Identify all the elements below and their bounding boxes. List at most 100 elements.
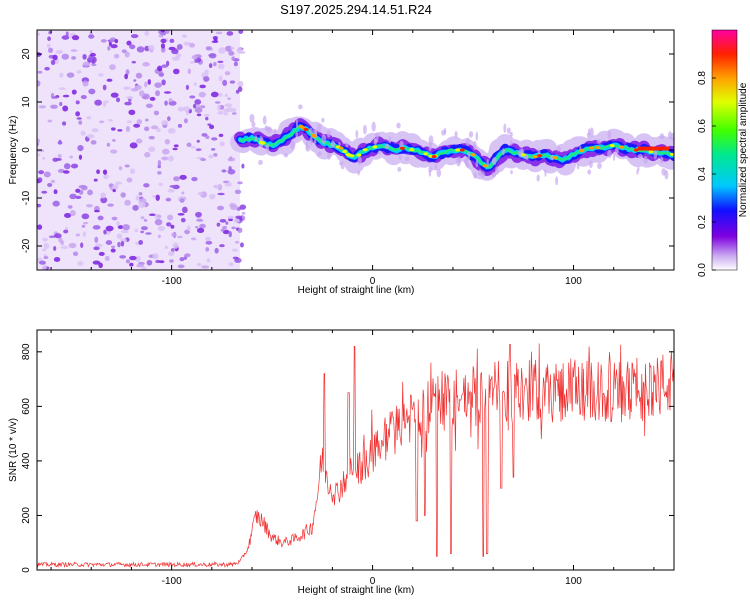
colorbar: 0.0 0.2 0.4 0.6 0.8 Normalized spectral ampl… <box>697 29 749 277</box>
colorbar-tick-label: 0.4 <box>697 167 708 181</box>
noise-speckle <box>75 111 81 117</box>
noise-speckle <box>223 108 229 114</box>
noise-speckle <box>191 176 198 182</box>
noise-speckle <box>62 121 67 126</box>
ridge-hotspot <box>520 153 526 157</box>
noise-speckle <box>221 169 227 173</box>
ridge-wisp <box>503 123 507 134</box>
spectrogram-noise-region <box>37 30 247 270</box>
noise-speckle <box>173 176 180 182</box>
noise-speckle <box>218 47 227 54</box>
ridge-hotspot <box>423 152 429 156</box>
noise-speckle <box>149 96 156 101</box>
noise-speckle <box>240 242 244 248</box>
noise-speckle <box>171 56 180 61</box>
noise-speckle <box>142 62 150 67</box>
noise-speckle <box>62 105 69 112</box>
noise-speckle <box>196 227 205 234</box>
noise-speckle <box>78 184 87 189</box>
ridge-wisp <box>465 137 471 147</box>
ridge-wisp <box>659 133 665 140</box>
noise-speckle <box>64 213 72 219</box>
noise-speckle <box>120 192 126 198</box>
ridge-wisp <box>637 153 643 160</box>
ridge-wisp <box>589 160 593 169</box>
noise-speckle <box>105 225 114 232</box>
ridge-hotspot <box>372 145 378 149</box>
noise-speckle <box>76 117 82 120</box>
ridge-wisp <box>295 131 299 137</box>
noise-speckle <box>38 170 45 175</box>
ridge-wisp <box>467 151 471 161</box>
noise-speckle <box>60 245 69 249</box>
y-tick-label: -10 <box>21 190 32 205</box>
noise-speckle <box>37 177 43 183</box>
noise-speckle <box>158 260 165 264</box>
noise-speckle <box>47 182 53 188</box>
snr-panel: -100 0 100 0 200 400 600 800 Height of straight… <box>8 329 675 596</box>
noise-speckle <box>165 30 170 34</box>
noise-speckle <box>37 203 42 208</box>
noise-speckle <box>143 183 150 188</box>
noise-speckle <box>196 113 202 117</box>
noise-speckle <box>208 63 213 69</box>
noise-speckle <box>217 192 225 196</box>
ridge-wisp <box>283 153 289 158</box>
x-tick-label: 100 <box>565 276 582 287</box>
noise-speckle <box>222 225 228 230</box>
noise-speckle <box>117 129 123 132</box>
noise-speckle <box>183 118 188 124</box>
noise-speckle <box>157 234 161 239</box>
noise-speckle <box>86 116 92 120</box>
noise-speckle <box>93 178 98 182</box>
noise-speckle <box>44 66 50 71</box>
noise-speckle <box>145 232 152 235</box>
noise-speckle <box>82 231 86 238</box>
noise-speckle <box>167 155 174 162</box>
ridge-wisp <box>456 157 461 167</box>
noise-speckle <box>103 229 107 235</box>
noise-speckle <box>211 137 218 141</box>
noise-speckle <box>42 237 48 242</box>
noise-speckle <box>218 133 224 138</box>
noise-speckle <box>235 89 240 94</box>
noise-speckle <box>51 96 59 99</box>
noise-speckle <box>155 90 161 97</box>
noise-speckle <box>81 213 90 220</box>
ridge-wisp <box>536 174 540 182</box>
noise-speckle <box>173 144 179 148</box>
noise-speckle <box>138 192 143 196</box>
noise-speckle <box>157 65 163 72</box>
noise-speckle <box>96 169 100 175</box>
noise-speckle <box>92 225 101 230</box>
noise-speckle <box>237 86 243 92</box>
noise-speckle <box>177 235 183 239</box>
ridge-wisp <box>251 121 256 128</box>
ridge-hotspot <box>537 154 543 158</box>
noise-speckle <box>200 158 207 162</box>
noise-speckle <box>37 224 43 230</box>
spectrogram-xlabel: Height of straight line (km) <box>298 285 415 296</box>
noise-speckle <box>167 128 176 134</box>
ridge-wisp <box>355 130 359 139</box>
noise-speckle <box>205 240 213 245</box>
noise-speckle <box>125 69 130 76</box>
ridge-wisp <box>636 168 639 175</box>
noise-speckle <box>54 233 62 239</box>
ridge-wisp <box>388 135 392 144</box>
ridge-wisp <box>607 149 612 159</box>
noise-speckle <box>37 52 42 57</box>
noise-speckle <box>203 113 210 118</box>
ridge-wisp <box>509 132 513 137</box>
noise-speckle <box>177 106 185 112</box>
noise-speckle <box>92 56 97 63</box>
noise-speckle <box>206 258 211 263</box>
ridge-hotspot <box>303 127 309 132</box>
noise-speckle <box>102 101 107 107</box>
noise-speckle <box>37 80 41 87</box>
noise-speckle <box>194 99 202 105</box>
noise-speckle <box>141 96 147 99</box>
noise-speckle <box>232 256 239 260</box>
ridge-hotspot <box>669 152 674 157</box>
